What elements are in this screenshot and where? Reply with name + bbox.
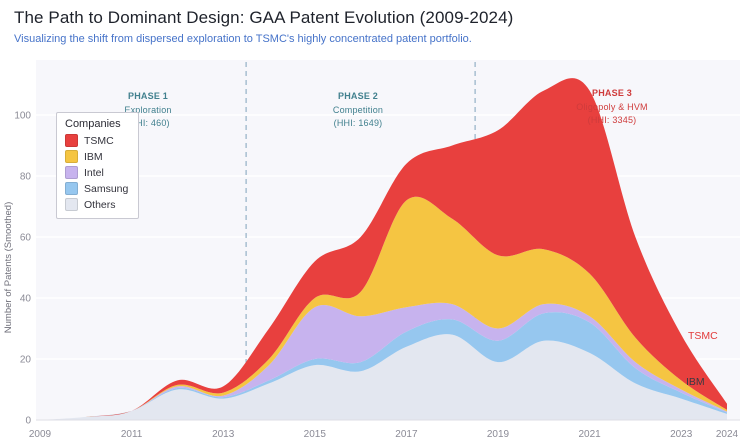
- svg-text:60: 60: [20, 233, 32, 244]
- svg-text:2021: 2021: [578, 429, 601, 440]
- phase-3-hhi: (HHI: 3345): [587, 115, 637, 125]
- legend-item-tsmc: TSMC: [65, 134, 128, 147]
- svg-text:2017: 2017: [395, 429, 418, 440]
- legend-item-intel: Intel: [65, 166, 128, 179]
- svg-text:80: 80: [20, 172, 32, 183]
- svg-text:100: 100: [14, 111, 31, 122]
- phase-2-hhi: (HHI: 1649): [333, 118, 383, 128]
- chart-canvas: 0 20 40 60 80 100 2009 2011 2013 2015 2017 2019 2021…: [3, 60, 740, 440]
- phase-2-annotation: PHASE 2 Competition (HHI: 1649): [298, 90, 418, 131]
- legend-label: Samsung: [84, 182, 129, 195]
- phase-3-annotation: PHASE 3 Oligopoly & HVM (HHI: 3345): [542, 87, 682, 128]
- svg-text:2013: 2013: [212, 429, 235, 440]
- phase-3-label: Oligopoly & HVM: [576, 101, 648, 112]
- svg-text:20: 20: [20, 355, 32, 366]
- svg-text:Number of Patents (Smoothed): Number of Patents (Smoothed): [3, 202, 14, 333]
- svg-text:2009: 2009: [29, 429, 52, 440]
- svg-text:2023: 2023: [670, 429, 693, 440]
- svg-text:2019: 2019: [487, 429, 510, 440]
- legend-swatch: [65, 166, 78, 179]
- legend-swatch: [65, 134, 78, 147]
- legend-item-others: Others: [65, 198, 128, 211]
- legend-item-samsung: Samsung: [65, 182, 128, 195]
- phase-1-hhi: (HHI: 460): [126, 118, 170, 128]
- series-end-label-ibm: IBM: [686, 376, 705, 388]
- legend-swatch: [65, 198, 78, 211]
- legend-items: TSMC IBM Intel Samsung Others: [65, 134, 128, 211]
- svg-text:2024: 2024: [716, 429, 739, 440]
- legend-swatch: [65, 150, 78, 163]
- legend-label: IBM: [84, 150, 103, 163]
- legend-title: Companies: [65, 118, 121, 130]
- phase-1-annotation: PHASE 1 Exploration (HHI: 460): [88, 90, 208, 131]
- svg-text:40: 40: [20, 294, 32, 305]
- svg-text:0: 0: [25, 416, 31, 427]
- svg-text:2015: 2015: [304, 429, 327, 440]
- legend-label: Others: [84, 198, 116, 211]
- phase-2-label: Competition: [332, 104, 384, 115]
- legend-label: TSMC: [84, 134, 114, 147]
- page-title: The Path to Dominant Design: GAA Patent …: [14, 8, 514, 27]
- chart-legend: Companies TSMC IBM Intel Samsung Others: [56, 112, 140, 219]
- phase-1-label: Exploration: [124, 104, 172, 115]
- page-subtitle: Visualizing the shift from dispersed exp…: [14, 33, 472, 45]
- series-end-label-tsmc: TSMC: [688, 330, 718, 342]
- phase-1-title: PHASE 1: [128, 91, 168, 101]
- phase-3-title: PHASE 3: [592, 88, 632, 98]
- svg-text:2011: 2011: [121, 429, 143, 440]
- stacked-area-chart: 0 20 40 60 80 100 2009 2011 2013 2015 2017 2019 2021…: [0, 56, 740, 444]
- legend-item-ibm: IBM: [65, 150, 128, 163]
- phase-2-title: PHASE 2: [338, 91, 378, 101]
- legend-swatch: [65, 182, 78, 195]
- legend-label: Intel: [84, 166, 104, 179]
